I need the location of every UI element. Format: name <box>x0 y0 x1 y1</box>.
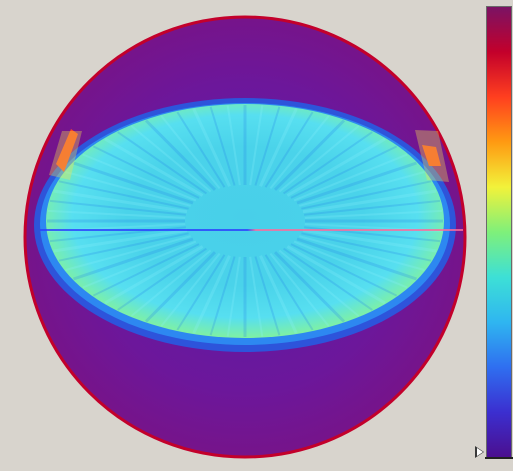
radial-streak <box>53 228 188 253</box>
radial-streak <box>269 252 330 327</box>
radial-streak <box>209 106 236 186</box>
polar-heatmap <box>23 15 467 459</box>
radial-streak <box>53 189 188 214</box>
hotspot-right-glow <box>415 130 449 182</box>
radial-streak <box>117 131 207 195</box>
radial-streak <box>92 243 200 297</box>
radial-streak <box>192 108 231 187</box>
radial-streak <box>273 251 346 323</box>
field-main <box>46 104 444 338</box>
radial-streak <box>296 161 417 205</box>
radial-streak <box>293 153 408 202</box>
radial-streak <box>269 115 330 190</box>
radial-streak <box>58 232 189 262</box>
radial-streak <box>104 245 204 305</box>
radial-streak <box>65 171 191 207</box>
radial-streak <box>303 199 441 216</box>
radial-streak <box>73 237 194 281</box>
radial-streak <box>58 180 189 210</box>
radial-streak <box>283 131 373 195</box>
radial-streak <box>144 251 217 323</box>
radial-streak <box>283 247 373 311</box>
radial-streak <box>286 137 386 197</box>
radial-streak <box>130 249 212 317</box>
radial-streak <box>49 199 187 216</box>
radial-streak <box>176 254 226 331</box>
radial-streak <box>293 240 408 289</box>
radial-streak <box>254 256 281 336</box>
radial-streak <box>286 245 386 305</box>
radial-streak <box>104 137 204 197</box>
colorbar <box>486 6 512 458</box>
radial-streak <box>160 115 221 190</box>
radial-streak <box>301 180 432 210</box>
radial-streak <box>65 235 191 271</box>
radial-streak <box>249 256 264 337</box>
radial-streak <box>304 209 443 219</box>
radial-streak <box>73 161 194 205</box>
radial-streak <box>264 111 314 188</box>
radial-streak <box>226 256 241 337</box>
radial-streak <box>192 255 231 334</box>
radial-streak <box>264 254 314 331</box>
radial-streak <box>92 145 200 199</box>
radial-streak <box>273 119 346 191</box>
slice-line <box>40 229 463 231</box>
radial-streak <box>176 111 226 188</box>
radial-streak <box>144 119 217 191</box>
radial-streak <box>278 249 360 317</box>
radial-streak <box>290 145 398 199</box>
hotspot-right <box>422 145 441 166</box>
radial-streak <box>160 252 221 327</box>
radial-streak <box>226 105 241 186</box>
radial-streak <box>301 232 432 262</box>
radial-streak <box>302 189 437 214</box>
radial-streak <box>299 171 425 207</box>
radial-streak <box>82 153 197 202</box>
hotspot-left <box>56 129 78 172</box>
hotspot-left-glow <box>49 131 82 180</box>
radial-streak <box>278 125 360 193</box>
radial-streak <box>249 105 264 186</box>
radial-streak <box>290 243 398 297</box>
radial-streak <box>299 235 425 271</box>
radial-streak <box>209 256 236 336</box>
radial-streak <box>259 255 298 334</box>
radial-streak <box>302 228 437 253</box>
radial-streak <box>296 237 417 281</box>
radial-streak <box>130 125 212 193</box>
radial-streak <box>254 106 281 186</box>
colorbar-baseline <box>485 457 513 459</box>
radial-streak <box>259 108 298 187</box>
radial-streak <box>82 240 197 289</box>
radial-streaks <box>47 105 443 337</box>
triangle-pointer-icon[interactable] <box>475 446 484 458</box>
radial-streak <box>117 247 207 311</box>
radial-streak <box>47 209 186 219</box>
